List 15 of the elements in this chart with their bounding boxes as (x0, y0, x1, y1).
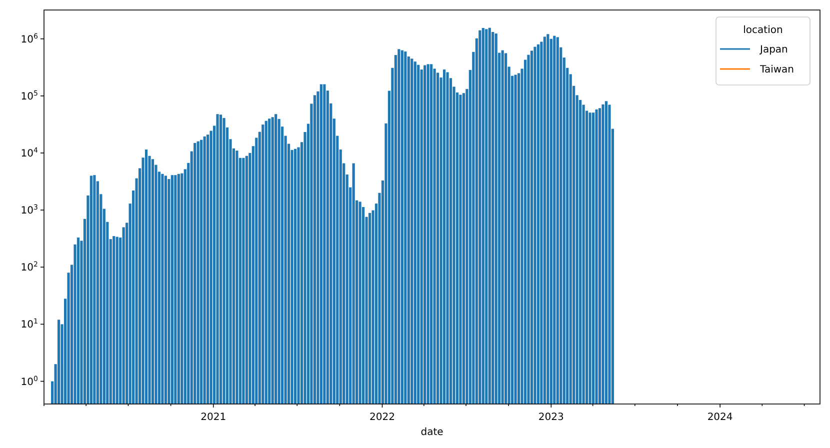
x-tick-label: 2022 (370, 412, 395, 423)
x-tick-label: 2021 (200, 412, 226, 423)
y-tick-label: 10$^{2}$ (20, 260, 38, 274)
y-tick-label: 10$^{5}$ (20, 89, 38, 102)
legend-label: Taiwan (759, 64, 794, 76)
y-tick-label: 10$^{4}$ (20, 146, 39, 160)
legend-label: Japan (759, 44, 788, 56)
x-tick-label: 2023 (538, 412, 564, 423)
y-tick-label: 10$^{1}$ (20, 318, 38, 331)
y-tick-label: 10$^{6}$ (20, 32, 39, 46)
x-tick-label: 2024 (707, 412, 733, 423)
x-axis-title: date (420, 427, 444, 438)
legend-title: location (743, 25, 783, 36)
y-tick-label: 10$^{3}$ (20, 204, 38, 217)
y-tick-label: 10$^{0}$ (20, 374, 38, 388)
